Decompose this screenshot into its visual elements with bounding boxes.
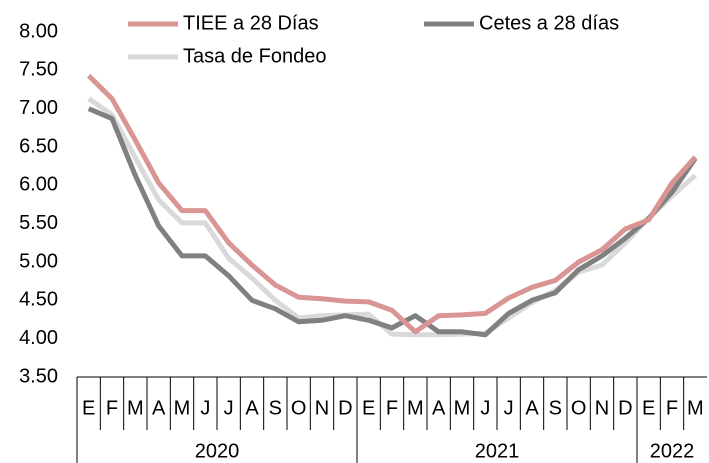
x-tick-label: S: [269, 397, 282, 419]
x-tick-label: F: [666, 397, 678, 419]
x-tick-label: M: [174, 397, 191, 419]
x-tick-label: A: [525, 397, 539, 419]
y-tick-label: 6.00: [19, 174, 58, 196]
x-tick-label: M: [127, 397, 144, 419]
legend-label: TIEE a 28 Días: [183, 12, 319, 34]
y-tick-label: 5.00: [19, 250, 58, 272]
series-line: [87, 106, 698, 338]
y-tick-label: 7.00: [19, 97, 58, 119]
x-tick-label: J: [504, 397, 514, 419]
series-line: [87, 96, 697, 338]
x-tick-label: A: [245, 397, 259, 419]
x-tick-label: N: [315, 397, 329, 419]
x-tick-label: A: [152, 397, 166, 419]
x-tick-label: E: [82, 397, 95, 419]
series-line: [86, 73, 698, 335]
y-tick-label: 6.50: [19, 135, 58, 157]
y-tick-label: 4.50: [19, 289, 58, 311]
year-label: 2021: [475, 440, 520, 462]
x-tick-label: O: [291, 397, 307, 419]
x-tick-label: J: [480, 397, 490, 419]
x-tick-label: D: [338, 397, 352, 419]
legend-label: Tasa de Fondeo: [183, 45, 326, 67]
x-tick-label: M: [407, 397, 424, 419]
y-tick-label: 4.00: [19, 327, 58, 349]
x-tick-label: M: [687, 397, 704, 419]
x-tick-label: O: [571, 397, 587, 419]
legend-label: Cetes a 28 días: [479, 12, 619, 34]
year-label: 2020: [195, 440, 240, 462]
x-tick-label: S: [549, 397, 562, 419]
y-tick-label: 7.50: [19, 59, 58, 81]
y-tick-label: 8.00: [19, 20, 58, 42]
x-tick-label: F: [386, 397, 398, 419]
x-tick-label: E: [642, 397, 655, 419]
x-tick-label: J: [224, 397, 234, 419]
x-tick-label: E: [362, 397, 375, 419]
x-tick-label: N: [595, 397, 609, 419]
x-tick-label: F: [106, 397, 118, 419]
x-tick-label: J: [200, 397, 210, 419]
x-tick-label: A: [432, 397, 446, 419]
year-label: 2022: [650, 440, 695, 462]
y-tick-label: 5.50: [19, 212, 58, 234]
x-tick-label: D: [618, 397, 632, 419]
y-tick-label: 3.50: [19, 365, 58, 387]
x-tick-label: M: [454, 397, 471, 419]
